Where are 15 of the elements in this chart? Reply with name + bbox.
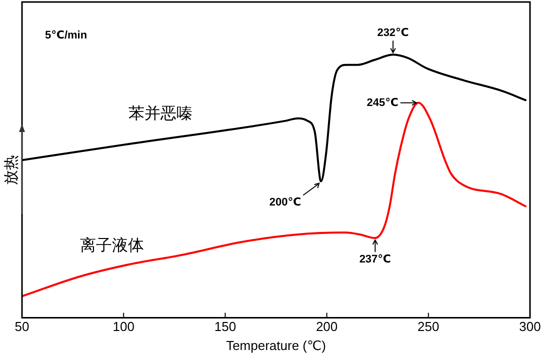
x-tick-label: 250	[418, 319, 440, 334]
x-axis-title: Temperature (℃)	[226, 338, 326, 353]
x-tick-label: 100	[112, 319, 134, 334]
annotation: 237℃	[359, 254, 392, 266]
x-tick-label: 200	[316, 319, 338, 334]
series-label: 离子液体	[80, 236, 144, 255]
x-tick-label: 300	[519, 319, 541, 334]
x-tick-label: 50	[14, 319, 30, 334]
annotation: 245℃	[366, 96, 398, 109]
annotation: 232℃	[377, 27, 409, 40]
text: 5℃/min	[45, 30, 88, 42]
y-axis-title: 放热	[2, 155, 20, 185]
x-tick-label: 150	[214, 319, 236, 334]
annotation: 200℃	[269, 196, 302, 209]
series-label: 苯并恶嗪	[128, 103, 192, 122]
